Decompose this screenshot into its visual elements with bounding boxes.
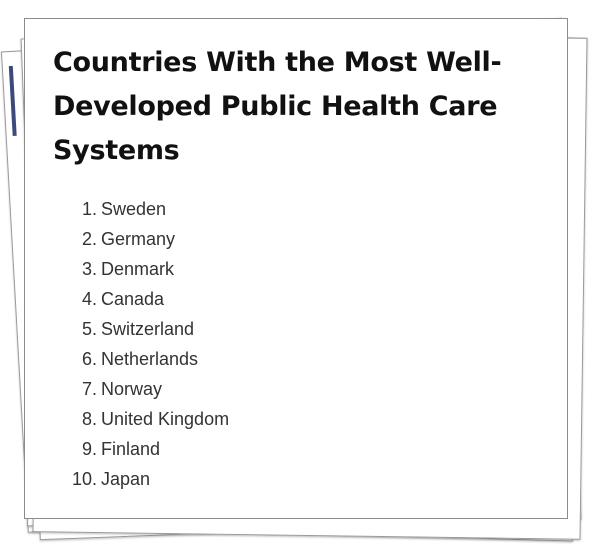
country-name: Denmark: [101, 259, 175, 279]
country-name: Netherlands: [101, 349, 199, 369]
country-name: Norway: [101, 379, 163, 399]
country-name: Finland: [101, 439, 161, 459]
country-name: Switzerland: [101, 319, 195, 339]
country-name: Sweden: [101, 199, 167, 219]
list-number: 3.: [81, 259, 97, 279]
country-name: Japan: [101, 469, 151, 489]
list-number: 5.: [81, 319, 97, 339]
blue-stripe: [8, 65, 17, 136]
list-item: 9. Finland: [25, 434, 229, 464]
country-name: United Kingdom: [101, 409, 230, 429]
list-item: 3. Denmark: [25, 254, 229, 284]
country-name: Canada: [101, 289, 165, 309]
list-number: 6.: [81, 349, 97, 369]
list-number: 8.: [81, 409, 97, 429]
list-item: 7. Norway: [25, 374, 229, 404]
list-number: 10.: [71, 469, 97, 489]
list-item: 10. Japan: [25, 464, 229, 494]
list-number: 4.: [81, 289, 97, 309]
list-number: 2.: [81, 229, 97, 249]
list-number: 9.: [81, 439, 97, 459]
list-item: 6. Netherlands: [25, 344, 229, 374]
front-sheet: Countries With the Most Well-Developed P…: [24, 18, 568, 519]
country-name: Germany: [101, 229, 176, 249]
country-list: 1. Sweden 2. Germany 3. Denmark 4. Canada 5. Swit…: [25, 194, 229, 494]
list-item: 5. Switzerland: [25, 314, 229, 344]
list-item: 8. United Kingdom: [25, 404, 229, 434]
list-item: 2. Germany: [25, 224, 229, 254]
list-number: 1.: [81, 199, 97, 219]
list-number: 7.: [81, 379, 97, 399]
list-item: 4. Canada: [25, 284, 229, 314]
list-item: 1. Sweden: [25, 194, 229, 224]
page-title: Countries With the Most Well-Developed P…: [53, 47, 502, 166]
